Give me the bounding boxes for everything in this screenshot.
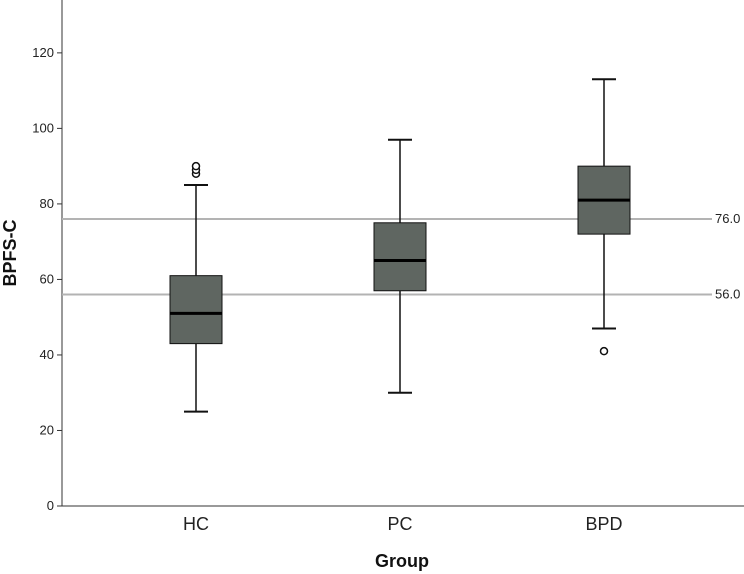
- y-tick-label: 20: [40, 422, 54, 437]
- y-tick-label: 60: [40, 271, 54, 286]
- outlier-point: [191, 161, 201, 171]
- reference-line-label: 56.0: [715, 287, 740, 302]
- y-tick-label: 0: [47, 498, 54, 513]
- box-pc: [373, 222, 427, 292]
- y-tick-label: 120: [32, 45, 54, 60]
- reference-line-label: 76.0: [715, 211, 740, 226]
- y-tick-label: 100: [32, 120, 54, 135]
- outlier-point: [599, 346, 609, 356]
- x-category-label: PC: [387, 514, 412, 534]
- y-tick-label: 40: [40, 347, 54, 362]
- x-category-label: HC: [183, 514, 209, 534]
- box-hc: [169, 275, 223, 345]
- y-axis-title: BPFS-C: [0, 220, 20, 287]
- x-category-label: BPD: [585, 514, 622, 534]
- x-axis-title: Group: [375, 551, 429, 571]
- y-tick-label: 80: [40, 196, 54, 211]
